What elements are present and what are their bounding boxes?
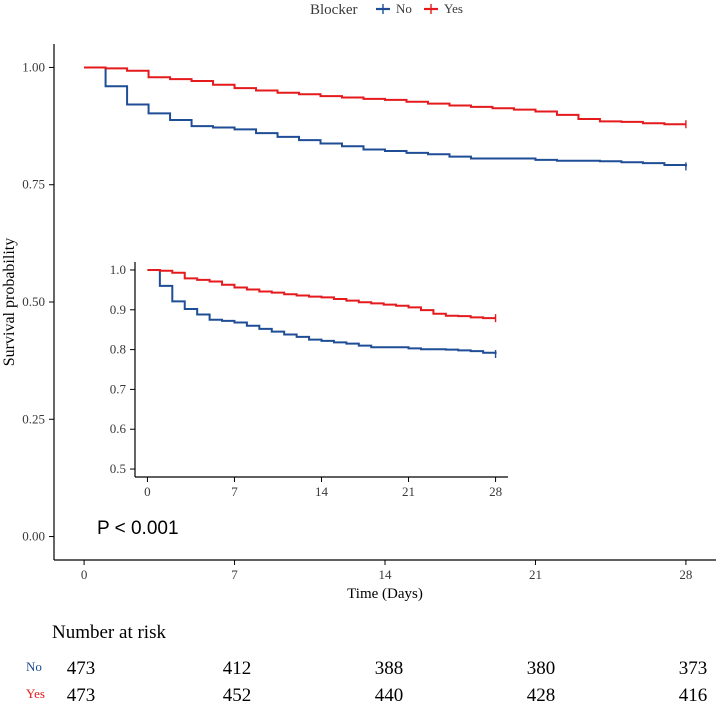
main-curve-yes <box>84 66 686 126</box>
main-x-tick-label: 28 <box>679 567 692 582</box>
main-y-tick-label: 0.25 <box>22 411 45 426</box>
main-x-tick-label: 14 <box>379 567 393 582</box>
main-x-tick-label: 0 <box>81 567 88 582</box>
risk-table: Number at risk No 473 412 388 380 373 Yes 473 45… <box>26 622 707 704</box>
risk-count: 440 <box>375 685 404 704</box>
inset-y-tick-label: 0.9 <box>110 302 126 317</box>
inset-x-tick-label: 14 <box>315 484 329 499</box>
inset-y-ticks: 0.5 0.6 0.7 0.8 0.9 1.0 <box>110 262 135 476</box>
inset-curve-no <box>147 268 497 354</box>
legend-label-yes: Yes <box>444 1 463 16</box>
main-curve-no <box>84 66 687 167</box>
risk-count: 380 <box>527 658 556 679</box>
main-y-ticks: 0.00 0.25 0.50 0.75 1.00 <box>22 59 54 544</box>
main-x-ticks: 0 7 14 21 28 <box>81 560 692 582</box>
risk-count: 388 <box>375 658 404 679</box>
inset-y-tick-label: 0.6 <box>110 421 127 436</box>
inset-plot: 0.5 0.6 0.7 0.8 0.9 1.0 0 7 14 21 28 <box>110 262 508 499</box>
inset-x-tick-label: 28 <box>489 484 502 499</box>
risk-table-title: Number at risk <box>52 622 166 643</box>
inset-y-tick-label: 1.0 <box>110 262 126 277</box>
risk-count: 416 <box>679 685 708 704</box>
risk-row-label-no: No <box>26 659 42 674</box>
inset-curves <box>147 268 497 358</box>
main-y-tick-label: 0.00 <box>22 529 45 544</box>
main-y-tick-label: 0.50 <box>22 294 45 309</box>
main-x-tick-label: 21 <box>529 567 542 582</box>
risk-row-label-yes: Yes <box>26 686 45 701</box>
inset-y-tick-label: 0.5 <box>110 461 126 476</box>
risk-count: 412 <box>223 658 252 679</box>
main-curves <box>84 66 687 171</box>
inset-y-tick-label: 0.7 <box>110 381 127 396</box>
inset-x-tick-label: 21 <box>402 484 415 499</box>
x-axis-label: Time (Days) <box>347 586 423 602</box>
risk-count: 428 <box>527 685 556 704</box>
p-value-annotation: P < 0.001 <box>97 518 179 539</box>
inset-curve-yes <box>147 268 496 320</box>
inset-x-ticks: 0 7 14 21 28 <box>144 477 502 499</box>
inset-y-tick-label: 0.8 <box>110 342 126 357</box>
main-y-tick-label: 1.00 <box>22 59 45 74</box>
risk-count: 452 <box>223 685 252 704</box>
inset-x-tick-label: 0 <box>144 484 151 499</box>
main-plot: 0.000.250.500.751.00 0 7 14 21 28 Time (Days… <box>1 44 716 602</box>
main-x-tick-label: 7 <box>231 567 238 582</box>
legend: Blocker No Yes <box>310 1 463 18</box>
risk-count: 473 <box>67 658 96 679</box>
y-axis-label: Survival probability <box>1 238 18 366</box>
main-y-tick-label: 0.75 <box>22 177 45 192</box>
risk-count: 473 <box>67 685 96 704</box>
inset-x-tick-label: 7 <box>231 484 238 499</box>
risk-count: 373 <box>679 658 708 679</box>
legend-label-no: No <box>396 1 412 16</box>
risk-table-rows: No 473 412 388 380 373 Yes 473 452 440 428 416 <box>26 658 707 704</box>
legend-title: Blocker <box>310 2 357 18</box>
